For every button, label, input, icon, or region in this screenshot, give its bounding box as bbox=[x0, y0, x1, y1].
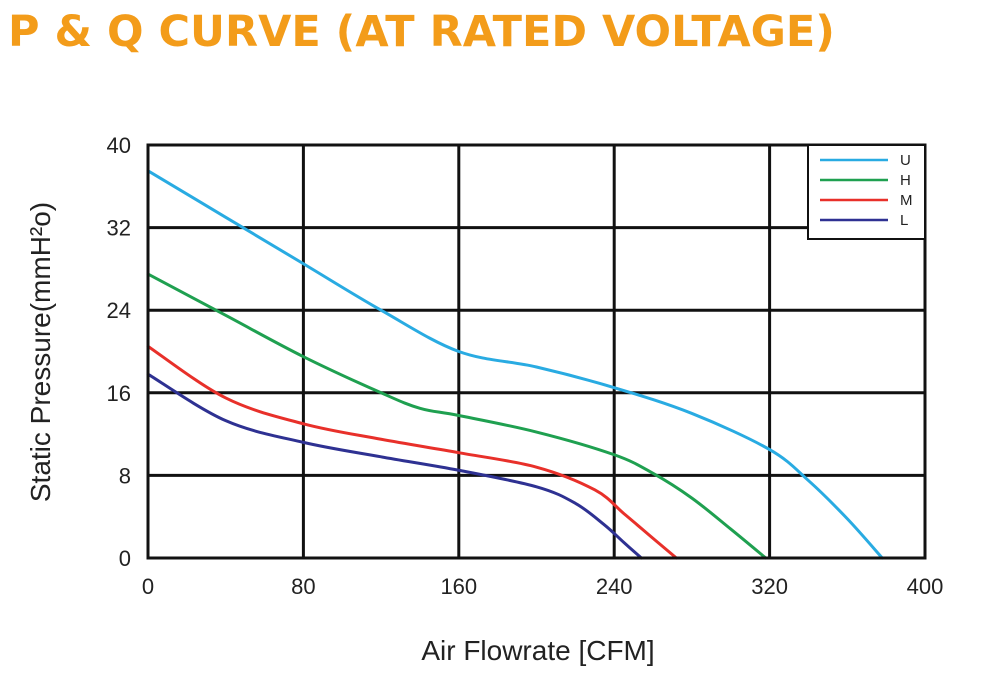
x-tick-label: 320 bbox=[751, 574, 788, 599]
series-layer bbox=[146, 169, 884, 560]
x-tick-label: 160 bbox=[440, 574, 477, 599]
series-line-m bbox=[146, 344, 678, 560]
legend-label-m: M bbox=[900, 192, 913, 209]
legend-label-h: H bbox=[900, 172, 911, 189]
y-tick-label: 0 bbox=[119, 546, 131, 571]
legend-label-u: U bbox=[900, 152, 911, 169]
series-line-l bbox=[146, 372, 643, 560]
x-tick-label: 80 bbox=[291, 574, 315, 599]
y-tick-label: 32 bbox=[107, 216, 131, 241]
y-tick-label: 8 bbox=[119, 463, 131, 488]
y-axis-label: Static Pressure(mmH²o) bbox=[25, 202, 56, 502]
x-tick-label: 240 bbox=[596, 574, 633, 599]
series-line-h bbox=[146, 272, 768, 560]
legend-label-l: L bbox=[900, 212, 908, 229]
chart-title: P & Q CURVE (AT RATED VOLTAGE) bbox=[8, 7, 835, 57]
x-tick-labels: 0 80 160 240 320 400 bbox=[142, 574, 943, 599]
x-tick-label: 0 bbox=[142, 574, 154, 599]
y-tick-labels: 0 8 16 24 32 40 bbox=[107, 133, 131, 571]
x-axis-label: Air Flowrate [CFM] bbox=[421, 635, 654, 666]
y-tick-label: 40 bbox=[107, 133, 131, 158]
x-tick-label: 400 bbox=[907, 574, 944, 599]
y-tick-label: 16 bbox=[107, 381, 131, 406]
series-line-u bbox=[146, 169, 884, 560]
y-tick-label: 24 bbox=[107, 298, 131, 323]
plot-frame bbox=[146, 143, 927, 560]
